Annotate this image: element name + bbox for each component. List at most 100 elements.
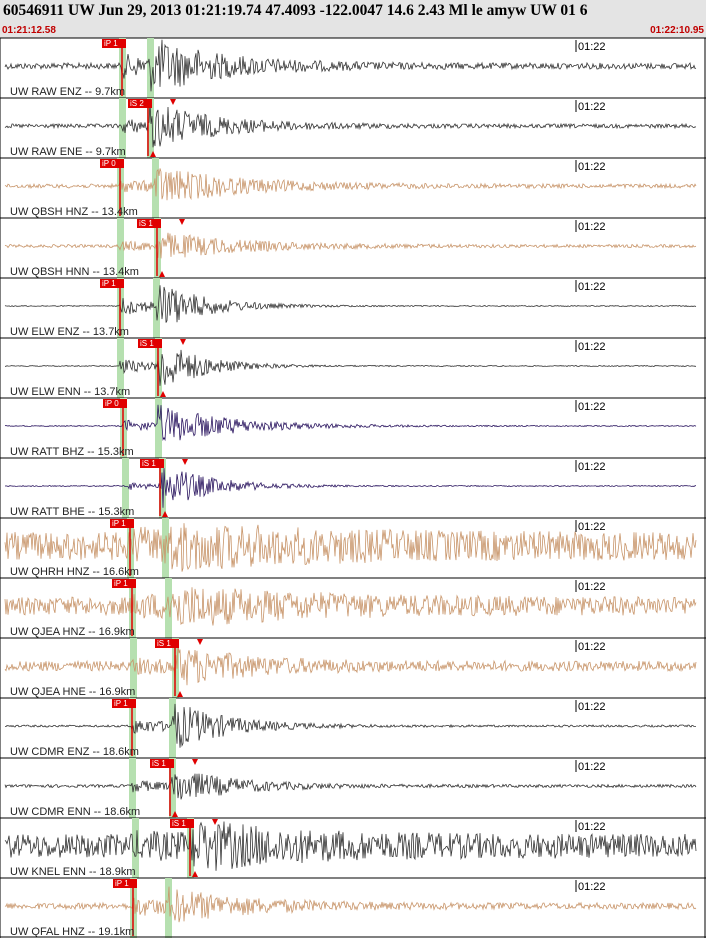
trace-label: UW RAW ENE -- 9.7km	[10, 146, 126, 158]
trace-panel: iS 1 01:22 UW QJEA HNE -- 16.9km	[0, 637, 706, 698]
pick-marker	[162, 511, 168, 517]
pick-marker	[192, 871, 198, 877]
pick-label: iP 0	[105, 399, 119, 408]
trace-label: UW RATT BHZ -- 15.3km	[10, 446, 134, 458]
trace-label: UW ELW ENN -- 13.7km	[10, 386, 130, 398]
pick-label: iP 1	[114, 579, 128, 588]
header-bar	[0, 0, 706, 38]
time-tick-label: 01:22	[578, 101, 606, 113]
waveform	[5, 349, 697, 386]
trace-label: UW RAW ENZ -- 9.7km	[10, 86, 125, 98]
waveform	[4, 404, 697, 442]
pick-label: iS 1	[139, 219, 153, 228]
p-window	[147, 38, 154, 98]
pick-marker	[172, 811, 178, 817]
waveform	[4, 523, 697, 572]
trace-label: UW ELW ENZ -- 13.7km	[10, 326, 129, 338]
trace-label: UW CDMR ENZ -- 18.6km	[10, 746, 139, 758]
pick-marker	[197, 639, 203, 645]
pick-label: iS 1	[157, 639, 171, 648]
waveform	[4, 39, 697, 92]
waveform	[4, 102, 697, 148]
pick-label: iP 0	[102, 159, 116, 168]
pick-label: iS 1	[140, 339, 154, 348]
pick-label: iS 2	[130, 99, 144, 108]
pick-marker	[150, 151, 156, 157]
pick-marker	[182, 459, 188, 465]
time-tick-label: 01:22	[578, 281, 606, 293]
trace-label: UW QBSH HNZ -- 13.4km	[10, 206, 138, 218]
pick-marker	[180, 339, 186, 345]
p-window	[122, 458, 129, 518]
trace-panel: iP 1 01:22 UW ELW ENZ -- 13.7km	[0, 277, 706, 338]
time-tick-label: 01:22	[578, 221, 606, 233]
waveform	[4, 821, 697, 871]
p-window	[165, 578, 172, 638]
pick-marker	[159, 271, 165, 277]
event-title: 60546911 UW Jun 29, 2013 01:21:19.74 47.…	[3, 2, 588, 19]
p-window	[169, 698, 176, 758]
trace-panel: iP 0 01:22 UW QBSH HNZ -- 13.4km	[0, 157, 706, 218]
pick-flag	[110, 519, 134, 528]
waveform	[4, 468, 696, 508]
p-window	[169, 758, 176, 818]
waveform	[5, 703, 697, 748]
trace-panel: iP 1 01:22 UW RAW ENZ -- 9.7km	[0, 37, 706, 98]
time-tick-label: 01:22	[578, 41, 606, 53]
pick-label: iS 1	[142, 459, 156, 468]
time-tick-label: 01:22	[578, 821, 606, 833]
trace-label: UW QBSH HNN -- 13.4km	[10, 266, 139, 278]
pick-label: iS 1	[172, 819, 186, 828]
time-tick-label: 01:22	[578, 401, 606, 413]
pick-label: iP 1	[104, 39, 118, 48]
trace-label: UW QJEA HNE -- 16.9km	[10, 686, 135, 698]
waveform	[4, 886, 697, 923]
trace-panel: iP 0 01:22 UW RATT BHZ -- 15.3km	[0, 397, 706, 458]
time-tick-label: 01:22	[578, 701, 606, 713]
trace-label: UW QFAL HNZ -- 19.1km	[10, 926, 134, 938]
time-tick-label: 01:22	[578, 881, 606, 893]
trace-panel: iS 1 01:22 UW QBSH HNN -- 13.4km	[0, 217, 706, 278]
pick-marker	[170, 99, 176, 105]
pick-label: iS 1	[152, 759, 166, 768]
p-window	[155, 398, 162, 458]
trace-label: UW KNEL ENN -- 18.9km	[10, 866, 136, 878]
p-window	[119, 98, 126, 158]
pick-marker	[192, 759, 198, 765]
trace-panel: iS 1 01:22 UW CDMR ENN -- 18.6km	[0, 757, 706, 818]
trace-panel: iP 1 01:22 UW QJEA HNZ -- 16.9km	[0, 577, 706, 638]
waveform	[4, 168, 697, 201]
pick-marker	[177, 691, 183, 697]
trace-panel: iP 1 01:22 UW QFAL HNZ -- 19.1km	[0, 877, 706, 938]
pick-flag	[102, 39, 126, 48]
pick-marker	[212, 819, 218, 825]
p-window	[130, 638, 137, 698]
pick-marker	[179, 219, 185, 225]
pick-flag	[100, 159, 124, 168]
time-tick-label: 01:22	[578, 761, 606, 773]
time-tick-label: 01:22	[578, 521, 606, 533]
pick-flag	[113, 879, 137, 888]
pick-label: iP 1	[114, 699, 128, 708]
time-tick-label: 01:22	[578, 641, 606, 653]
pick-label: iP 1	[115, 879, 129, 888]
pick-label: iP 1	[112, 519, 126, 528]
trace-panel: iS 1 01:22 UW RATT BHE -- 15.3km	[0, 457, 706, 518]
waveform	[4, 644, 697, 686]
time-tick-label: 01:22	[578, 581, 606, 593]
trace-label: UW QJEA HNZ -- 16.9km	[10, 626, 135, 638]
time-tick-label: 01:22	[578, 161, 606, 173]
pick-marker	[160, 391, 166, 397]
p-window	[165, 878, 172, 938]
trace-label: UW QHRH HNZ -- 16.6km	[10, 566, 139, 578]
pick-flag	[138, 339, 162, 348]
end-time: 01:22:10.95	[650, 25, 704, 36]
trace-label: UW RATT BHE -- 15.3km	[10, 506, 134, 518]
waveform	[4, 232, 697, 259]
trace-panel: iS 2 01:22 UW RAW ENE -- 9.7km	[0, 97, 706, 158]
pick-flag	[100, 279, 124, 288]
waveform	[4, 587, 697, 626]
time-tick-label: 01:22	[578, 461, 606, 473]
pick-flag	[137, 219, 161, 228]
